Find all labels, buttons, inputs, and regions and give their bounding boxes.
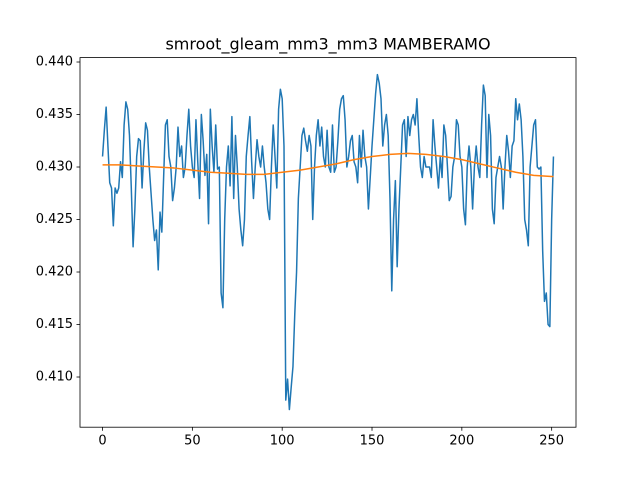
x-tick-label: 250 bbox=[539, 434, 564, 449]
plot-frame bbox=[79, 57, 577, 428]
y-tick-label: 0.435 bbox=[36, 107, 73, 122]
x-tick-label: 50 bbox=[184, 434, 201, 449]
x-tick-label: 150 bbox=[360, 434, 385, 449]
series-line bbox=[102, 152, 554, 178]
y-tick-label: 0.440 bbox=[36, 55, 73, 70]
y-tick-label: 0.430 bbox=[36, 160, 73, 175]
y-tick-label: 0.415 bbox=[36, 317, 73, 332]
chart-title: smroot_gleam_mm3_mm3 MAMBERAMO bbox=[165, 35, 490, 55]
x-tick-label: 100 bbox=[270, 434, 295, 449]
series-line bbox=[101, 73, 555, 411]
x-tick-label: 200 bbox=[449, 434, 474, 449]
y-tick-label: 0.420 bbox=[36, 265, 73, 280]
x-tick-label: 0 bbox=[98, 434, 106, 449]
y-tick-label: 0.425 bbox=[36, 212, 73, 227]
y-tick-label: 0.410 bbox=[36, 370, 73, 385]
